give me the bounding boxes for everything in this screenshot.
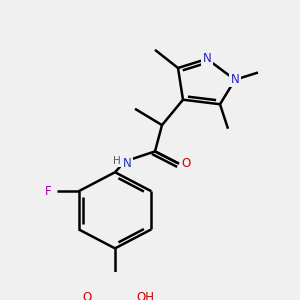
- Text: O: O: [182, 157, 190, 170]
- Text: F: F: [45, 185, 52, 198]
- Text: OH: OH: [136, 291, 154, 300]
- Text: N: N: [231, 73, 239, 86]
- Text: H: H: [113, 156, 121, 167]
- Text: N: N: [123, 157, 131, 170]
- Text: O: O: [82, 291, 91, 300]
- Text: N: N: [202, 52, 211, 65]
